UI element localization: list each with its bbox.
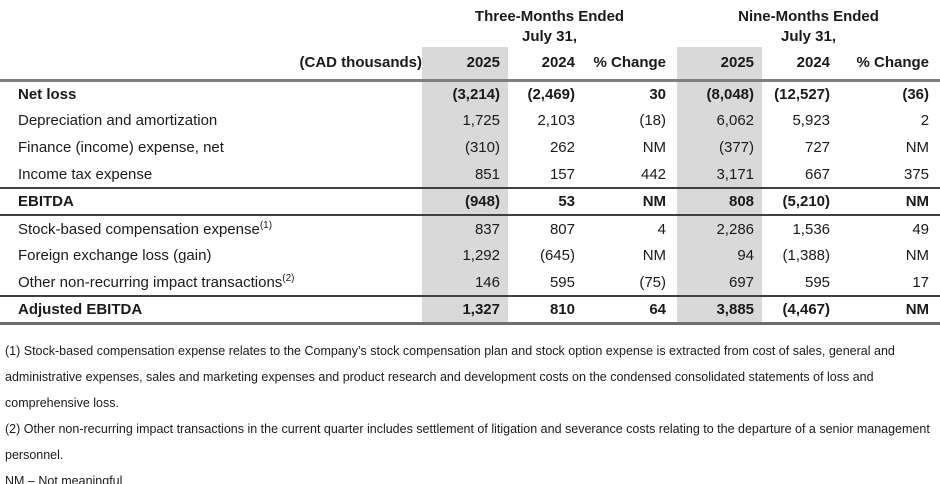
period-group-row: Three-Months Ended Nine-Months Ended: [0, 0, 940, 26]
row-label: Other non-recurring impact transactions(…: [18, 272, 295, 291]
footnote-ref: (2): [282, 272, 295, 284]
value-cell: 157: [549, 165, 575, 183]
value-cell: 6,062: [677, 107, 763, 134]
units-label: (CAD thousands): [299, 54, 423, 72]
value-cell: (18): [639, 112, 667, 129]
table-header: Three-Months Ended Nine-Months Ended Jul…: [0, 0, 940, 80]
table-row: Other non-recurring impact transactions(…: [0, 269, 940, 296]
value-cell: (645): [539, 247, 575, 264]
value-cell: NM: [642, 247, 667, 264]
value-cell: 727: [804, 139, 831, 156]
value-cell: 2,103: [537, 112, 575, 129]
col-header-9m-pct-change: % Change: [856, 54, 930, 72]
spacer-cell: [0, 26, 422, 47]
value-cell: (4,467): [762, 295, 834, 325]
footnote-2: (2) Other non-recurring impact transacti…: [5, 421, 930, 462]
table-row: Stock-based compensation expense(1) 837 80…: [0, 215, 940, 242]
row-label: Finance (income) expense, net: [18, 139, 224, 156]
value-cell: 442: [640, 165, 667, 183]
table-row: Finance (income) expense, net (310) 262 NM (…: [0, 134, 940, 161]
table-body: Net loss (3,214) (2,469) 30 (8,048) (12,527) (…: [0, 80, 940, 325]
value-cell: (1,388): [782, 247, 831, 264]
value-cell: NM: [905, 247, 930, 264]
value-cell: 3,885: [677, 295, 763, 325]
row-label: Income tax expense: [18, 165, 153, 183]
value-cell: 49: [912, 220, 930, 238]
value-cell: 1,536: [792, 220, 831, 238]
row-label: Depreciation and amortization: [18, 112, 218, 129]
ebitda-reconciliation-table: Three-Months Ended Nine-Months Ended Jul…: [0, 0, 940, 325]
value-cell: NM: [905, 139, 930, 156]
value-cell: 5,923: [792, 112, 831, 129]
value-cell: (36): [902, 85, 930, 103]
value-cell: (948): [422, 187, 508, 216]
value-cell: NM: [578, 187, 678, 216]
value-cell: (310): [422, 134, 508, 161]
col-header-3m-pct-change: % Change: [593, 54, 667, 72]
three-months-subtitle: July 31,: [521, 28, 578, 45]
value-cell: 595: [804, 273, 831, 291]
value-cell: (75): [639, 273, 667, 291]
value-cell: 375: [904, 165, 930, 183]
spacer-cell: [0, 0, 422, 26]
value-cell: (8,048): [677, 80, 763, 107]
value-cell: 262: [549, 139, 575, 156]
value-cell: 837: [422, 215, 508, 242]
table-row: Adjusted EBITDA 1,327 810 64 3,885 (4,467) NM: [0, 295, 940, 325]
value-cell: NM: [833, 187, 940, 216]
nm-definition: NM – Not meaningful: [5, 473, 123, 484]
value-cell: 94: [677, 242, 763, 269]
col-header-3m-2024: 2024: [541, 54, 575, 72]
footnotes-section: (1) Stock-based compensation expense rel…: [0, 325, 940, 484]
nine-months-group-title: Nine-Months Ended: [738, 8, 879, 25]
table-row: Depreciation and amortization 1,725 2,103 (…: [0, 107, 940, 134]
value-cell: (377): [677, 134, 763, 161]
value-cell: 2,286: [677, 215, 763, 242]
value-cell: 808: [677, 187, 763, 216]
col-header-9m-2025: 2025: [677, 47, 763, 80]
value-cell: 17: [912, 273, 930, 291]
three-months-group-title: Three-Months Ended: [474, 8, 625, 25]
row-label: Foreign exchange loss (gain): [18, 247, 212, 264]
value-cell: (2,469): [527, 85, 575, 103]
value-cell: 595: [549, 273, 575, 291]
table-row: Net loss (3,214) (2,469) 30 (8,048) (12,527) (…: [0, 80, 940, 107]
value-cell: (5,210): [762, 187, 834, 216]
value-cell: 64: [578, 295, 678, 325]
value-cell: 2: [920, 112, 930, 129]
value-cell: NM: [642, 139, 667, 156]
col-header-3m-2025: 2025: [422, 47, 508, 80]
value-cell: 4: [657, 220, 667, 238]
value-cell: (3,214): [422, 80, 508, 107]
table-row: EBITDA (948) 53 NM 808 (5,210) NM: [0, 187, 940, 216]
table-row: Foreign exchange loss (gain) 1,292 (645) NM…: [0, 242, 940, 269]
row-label: EBITDA: [0, 187, 422, 216]
value-cell: 667: [804, 165, 831, 183]
value-cell: 807: [549, 220, 575, 238]
value-cell: 697: [677, 269, 763, 296]
value-cell: 1,725: [422, 107, 508, 134]
value-cell: 146: [422, 269, 508, 296]
value-cell: 1,327: [422, 295, 508, 325]
value-cell: 1,292: [422, 242, 508, 269]
value-cell: NM: [833, 295, 940, 325]
row-label: Net loss: [18, 85, 77, 103]
footnote-ref: (1): [259, 219, 273, 231]
value-cell: 30: [649, 85, 667, 103]
table-row: Income tax expense 851 157 442 3,171 667 375: [0, 161, 940, 188]
value-cell: 3,171: [677, 161, 763, 188]
period-subtitle-row: July 31, July 31,: [0, 26, 940, 47]
value-cell: 851: [422, 161, 508, 188]
nine-months-subtitle: July 31,: [781, 28, 837, 45]
value-cell: 810: [508, 295, 578, 325]
col-header-9m-2024: 2024: [796, 54, 831, 72]
footnote-1: (1) Stock-based compensation expense rel…: [5, 343, 895, 410]
value-cell: (12,527): [774, 85, 831, 103]
row-label: Stock-based compensation expense(1): [18, 219, 273, 238]
value-cell: 53: [508, 187, 578, 216]
column-header-row: (CAD thousands) 2025 2024 % Change 2025 …: [0, 47, 940, 80]
row-label: Adjusted EBITDA: [0, 295, 422, 325]
